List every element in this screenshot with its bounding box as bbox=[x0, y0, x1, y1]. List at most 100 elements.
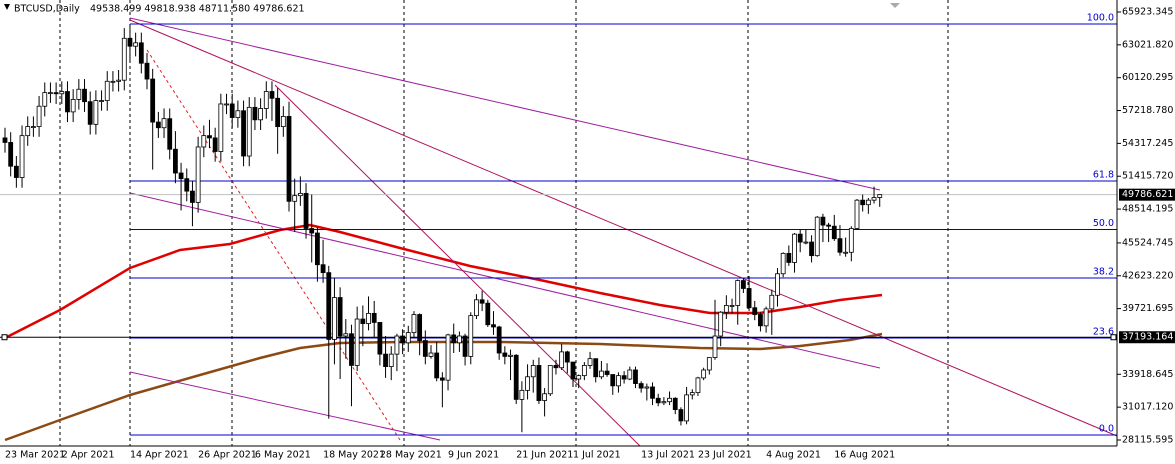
y-tick-label: 39721.695 bbox=[1122, 303, 1173, 314]
candle-body bbox=[235, 110, 241, 118]
candle-body bbox=[474, 299, 479, 317]
candle-body bbox=[252, 106, 258, 121]
candle-body bbox=[121, 37, 127, 81]
candle-body bbox=[195, 146, 201, 203]
candle-body bbox=[780, 252, 786, 275]
candle-body bbox=[19, 135, 25, 178]
candle-body bbox=[735, 280, 741, 306]
candle-body bbox=[729, 305, 735, 307]
candle-body bbox=[542, 393, 547, 401]
candle-body bbox=[723, 305, 729, 313]
candle-body bbox=[212, 137, 218, 152]
candle-body bbox=[337, 297, 343, 337]
candle-body bbox=[184, 178, 190, 192]
candle-body bbox=[104, 80, 110, 101]
x-tick-label: 2 Apr 2021 bbox=[62, 450, 115, 461]
y-tick-label: 28115.595 bbox=[1122, 434, 1173, 445]
candle-body bbox=[718, 311, 724, 337]
candle-body bbox=[633, 369, 638, 384]
candle-body bbox=[462, 335, 468, 357]
candle-body bbox=[837, 238, 843, 253]
candle-body bbox=[2, 137, 8, 143]
candle-body bbox=[843, 251, 849, 254]
candle-body bbox=[831, 225, 837, 240]
candle-body bbox=[525, 376, 530, 391]
candle-body bbox=[854, 199, 860, 229]
fib-label: 100.0 bbox=[1087, 12, 1114, 23]
candle-body bbox=[536, 365, 542, 401]
x-tick-label: 16 Aug 2021 bbox=[834, 450, 895, 461]
x-tick-label: 23 Mar 2021 bbox=[5, 450, 65, 461]
candle-body bbox=[99, 100, 104, 102]
candle-body bbox=[161, 118, 167, 129]
candle-body bbox=[513, 354, 519, 400]
candle-body bbox=[280, 116, 286, 127]
candle-body bbox=[127, 37, 133, 47]
candle-body bbox=[792, 233, 797, 263]
candle-body bbox=[286, 116, 292, 202]
price-box bbox=[1119, 331, 1175, 344]
y-tick-label: 45524.745 bbox=[1122, 237, 1173, 248]
candle-body bbox=[25, 126, 31, 137]
x-tick-label: 6 May 2021 bbox=[255, 450, 311, 461]
candle-body bbox=[297, 192, 303, 197]
candle-body bbox=[218, 103, 224, 152]
candle-body bbox=[178, 172, 184, 180]
x-tick-label: 9 Jun 2021 bbox=[448, 450, 499, 461]
candle-body bbox=[741, 280, 746, 289]
candle-body bbox=[576, 375, 582, 380]
shift-marker bbox=[890, 3, 900, 8]
candle-body bbox=[394, 335, 400, 355]
moving-average-slow bbox=[4, 332, 883, 442]
price-label: 49786.621 bbox=[1122, 189, 1173, 200]
candle-body bbox=[59, 91, 65, 95]
candle-body bbox=[258, 108, 264, 121]
candle-body bbox=[803, 241, 809, 244]
y-tick-label: 57218.780 bbox=[1122, 105, 1173, 116]
candle-body bbox=[587, 358, 593, 366]
candle-body bbox=[650, 386, 655, 399]
candle-body bbox=[871, 197, 877, 201]
y-tick-label: 33918.645 bbox=[1122, 369, 1173, 380]
candle-body bbox=[485, 302, 491, 326]
candle-body bbox=[809, 241, 814, 257]
fib-label: 50.0 bbox=[1093, 218, 1114, 229]
candle-body bbox=[366, 312, 371, 324]
candle-body bbox=[502, 352, 508, 357]
candle-body bbox=[70, 99, 76, 113]
candle-body bbox=[689, 392, 695, 396]
candle-body bbox=[865, 199, 871, 206]
candle-body bbox=[672, 397, 678, 411]
candle-body bbox=[769, 294, 775, 310]
candle-body bbox=[667, 397, 672, 403]
candle-body bbox=[604, 370, 610, 375]
candle-body bbox=[241, 110, 246, 157]
candle-body bbox=[383, 353, 388, 367]
candle-body bbox=[411, 314, 417, 334]
candle-body bbox=[491, 324, 496, 328]
candle-body bbox=[559, 351, 565, 369]
y-tick-label: 51415.720 bbox=[1122, 171, 1173, 182]
candle-body bbox=[621, 375, 627, 380]
candle-body bbox=[417, 314, 423, 341]
y-tick-label: 54317.245 bbox=[1122, 138, 1173, 149]
candle-body bbox=[434, 352, 440, 379]
price-label: 37193.164 bbox=[1122, 332, 1173, 343]
candle-body bbox=[445, 334, 451, 381]
x-tick-label: 28 May 2021 bbox=[380, 450, 442, 461]
candle-body bbox=[519, 389, 525, 400]
candle-body bbox=[848, 228, 854, 253]
candle-body bbox=[263, 91, 269, 109]
candle-body bbox=[138, 42, 144, 64]
marker bbox=[1110, 334, 1117, 341]
candle-body bbox=[564, 351, 570, 363]
candle-body bbox=[314, 232, 320, 266]
candle-body bbox=[547, 365, 553, 395]
candle-body bbox=[207, 135, 212, 139]
candle-body bbox=[479, 299, 485, 304]
candle-body bbox=[275, 97, 281, 127]
candle-body bbox=[246, 106, 252, 157]
candle-body bbox=[610, 374, 616, 387]
y-tick-label: 48514.195 bbox=[1122, 204, 1173, 215]
